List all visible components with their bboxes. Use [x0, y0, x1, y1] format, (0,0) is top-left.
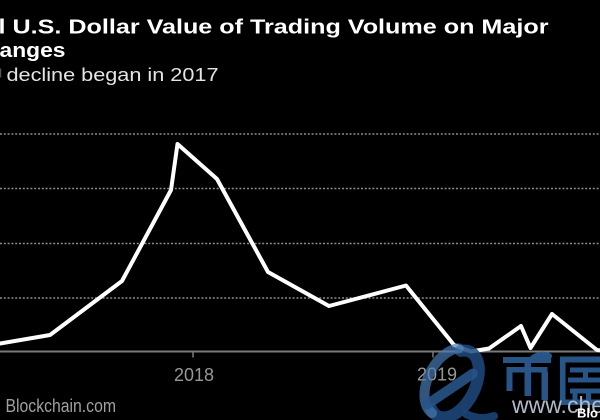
svg-text:l U.S. Dollar Value of Trading: l U.S. Dollar Value of Trading Volume on… [0, 17, 549, 39]
svg-text:2018: 2018 [174, 365, 214, 385]
svg-text:www.che: www.che [511, 392, 600, 418]
svg-text:decline began in 2017: decline began in 2017 [7, 65, 219, 85]
svg-text:Blo: Blo [577, 406, 598, 420]
svg-text:Blockchain.com: Blockchain.com [6, 396, 117, 416]
svg-text:anges: anges [0, 40, 66, 62]
